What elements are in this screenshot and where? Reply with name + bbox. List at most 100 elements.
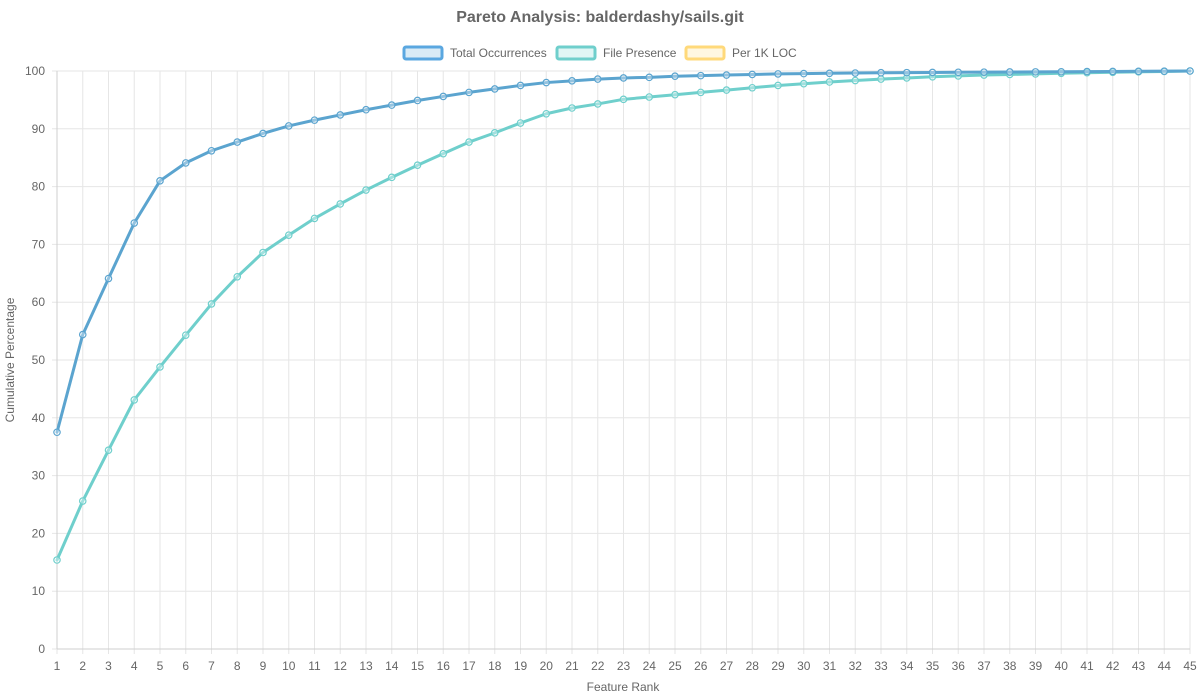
data-point-total-occurrences[interactable] xyxy=(877,68,885,77)
x-tick-label: 2 xyxy=(79,659,86,673)
data-point-file-presence[interactable] xyxy=(387,173,396,182)
x-tick-label: 31 xyxy=(823,659,837,673)
data-point-file-presence[interactable] xyxy=(851,76,860,85)
data-point-file-presence[interactable] xyxy=(413,161,422,170)
data-point-total-occurrences[interactable] xyxy=(799,69,808,78)
data-point-file-presence[interactable] xyxy=(516,119,525,127)
data-point-total-occurrences[interactable] xyxy=(696,71,705,80)
x-tick-label: 11 xyxy=(308,659,321,673)
data-point-file-presence[interactable] xyxy=(593,100,602,108)
data-point-total-occurrences[interactable] xyxy=(902,68,911,77)
legend-label-per-1k-loc: Per 1K LOC xyxy=(732,46,797,60)
data-point-file-presence[interactable] xyxy=(78,497,87,505)
data-point-total-occurrences[interactable] xyxy=(593,75,602,83)
data-point-total-occurrences[interactable] xyxy=(1005,68,1014,76)
data-point-total-occurrences[interactable] xyxy=(825,69,834,78)
data-point-total-occurrences[interactable] xyxy=(1134,67,1143,76)
y-tick-label: 90 xyxy=(32,122,46,136)
data-point-total-occurrences[interactable] xyxy=(362,105,370,114)
data-point-total-occurrences[interactable] xyxy=(928,68,937,77)
data-point-file-presence[interactable] xyxy=(542,109,551,118)
data-point-file-presence[interactable] xyxy=(362,186,370,194)
data-point-file-presence[interactable] xyxy=(207,300,216,308)
x-tick-label: 7 xyxy=(208,659,215,673)
x-tick-label: 28 xyxy=(746,659,760,673)
data-point-total-occurrences[interactable] xyxy=(568,77,576,85)
data-point-total-occurrences[interactable] xyxy=(980,68,988,76)
legend-label-total-occurrences: Total Occurrences xyxy=(450,46,547,60)
data-point-total-occurrences[interactable] xyxy=(156,177,164,185)
data-point-file-presence[interactable] xyxy=(877,75,885,83)
data-point-file-presence[interactable] xyxy=(748,83,757,92)
data-point-total-occurrences[interactable] xyxy=(336,111,345,119)
data-point-file-presence[interactable] xyxy=(645,93,654,101)
data-point-total-occurrences[interactable] xyxy=(53,428,61,437)
data-point-file-presence[interactable] xyxy=(722,86,731,94)
x-tick-label: 15 xyxy=(411,659,425,673)
data-point-total-occurrences[interactable] xyxy=(465,88,473,97)
data-point-file-presence[interactable] xyxy=(130,396,139,404)
legend-item-total-occurrences[interactable]: Total Occurrences xyxy=(402,45,547,61)
data-point-total-occurrences[interactable] xyxy=(1083,67,1091,76)
data-point-file-presence[interactable] xyxy=(336,200,345,208)
data-point-total-occurrences[interactable] xyxy=(542,78,551,87)
data-point-total-occurrences[interactable] xyxy=(1160,67,1169,75)
data-point-total-occurrences[interactable] xyxy=(1057,67,1066,76)
legend-item-per-1k-loc[interactable]: Per 1K LOC xyxy=(684,45,797,61)
data-point-total-occurrences[interactable] xyxy=(104,274,113,283)
data-point-total-occurrences[interactable] xyxy=(954,68,963,77)
data-point-file-presence[interactable] xyxy=(233,272,242,281)
data-point-total-occurrences[interactable] xyxy=(722,71,731,79)
data-point-file-presence[interactable] xyxy=(310,214,319,223)
data-point-file-presence[interactable] xyxy=(465,138,473,146)
data-point-total-occurrences[interactable] xyxy=(774,70,782,78)
data-point-file-presence[interactable] xyxy=(619,95,628,104)
data-point-total-occurrences[interactable] xyxy=(207,146,216,155)
data-point-total-occurrences[interactable] xyxy=(671,72,679,81)
data-point-total-occurrences[interactable] xyxy=(439,92,448,101)
data-point-total-occurrences[interactable] xyxy=(490,85,499,93)
data-point-file-presence[interactable] xyxy=(439,149,448,158)
data-point-total-occurrences[interactable] xyxy=(1186,67,1194,75)
data-point-file-presence[interactable] xyxy=(568,104,576,112)
data-point-total-occurrences[interactable] xyxy=(851,69,860,77)
data-point-total-occurrences[interactable] xyxy=(645,73,654,82)
data-point-total-occurrences[interactable] xyxy=(130,219,139,227)
legend-item-file-presence[interactable]: File Presence xyxy=(555,45,677,61)
data-point-total-occurrences[interactable] xyxy=(233,138,242,146)
data-point-total-occurrences[interactable] xyxy=(1031,68,1040,76)
y-tick-label: 0 xyxy=(38,642,45,656)
data-point-total-occurrences[interactable] xyxy=(1108,67,1117,76)
legend: Total Occurrences File Presence Per 1K L… xyxy=(402,45,797,61)
data-point-file-presence[interactable] xyxy=(104,446,113,454)
data-point-file-presence[interactable] xyxy=(490,129,499,137)
x-tick-label: 24 xyxy=(643,659,657,673)
x-tick-label: 17 xyxy=(462,659,476,673)
data-point-total-occurrences[interactable] xyxy=(748,70,757,79)
data-point-total-occurrences[interactable] xyxy=(259,129,267,138)
data-point-total-occurrences[interactable] xyxy=(284,122,293,130)
data-point-total-occurrences[interactable] xyxy=(181,159,190,167)
data-point-file-presence[interactable] xyxy=(671,90,679,99)
data-point-file-presence[interactable] xyxy=(825,78,834,86)
x-tick-label: 37 xyxy=(977,659,991,673)
data-point-total-occurrences[interactable] xyxy=(619,74,628,82)
data-point-file-presence[interactable] xyxy=(774,81,782,90)
data-point-total-occurrences[interactable] xyxy=(387,101,396,109)
data-point-file-presence[interactable] xyxy=(53,556,61,564)
data-point-file-presence[interactable] xyxy=(156,363,164,371)
data-point-file-presence[interactable] xyxy=(181,331,190,339)
data-point-file-presence[interactable] xyxy=(696,88,705,97)
y-tick-label: 30 xyxy=(32,469,46,483)
data-point-total-occurrences[interactable] xyxy=(310,116,319,124)
data-point-total-occurrences[interactable] xyxy=(78,330,87,339)
data-point-file-presence[interactable] xyxy=(259,248,267,257)
data-point-total-occurrences[interactable] xyxy=(413,96,422,105)
data-point-total-occurrences[interactable] xyxy=(516,81,525,90)
chart-title: Pareto Analysis: balderdashy/sails.git xyxy=(456,9,744,26)
x-tick-label: 41 xyxy=(1080,659,1094,673)
data-point-file-presence[interactable] xyxy=(902,74,911,82)
x-tick-label: 14 xyxy=(385,659,399,673)
data-point-file-presence[interactable] xyxy=(284,231,293,239)
data-point-file-presence[interactable] xyxy=(799,79,808,88)
